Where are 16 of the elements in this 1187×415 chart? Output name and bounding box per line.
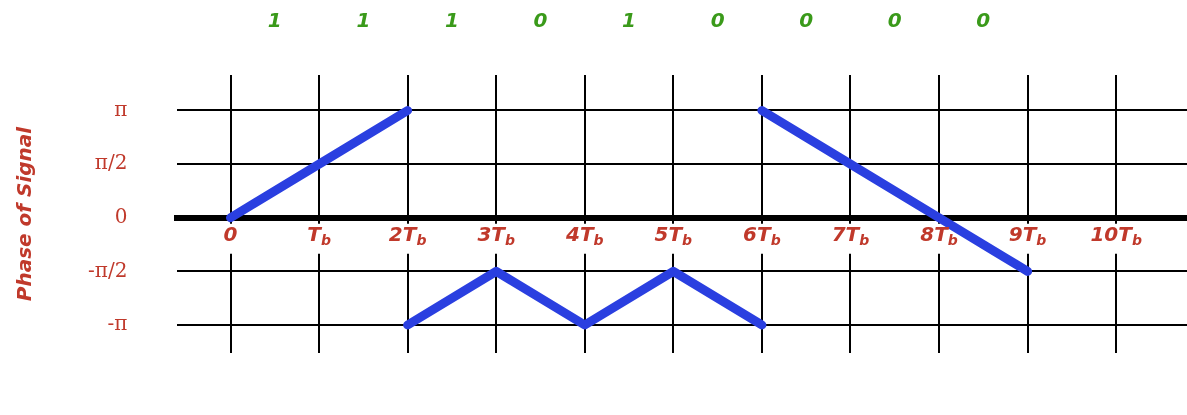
y-tick-label: 0	[114, 203, 128, 228]
y-tick-label: -π/2	[87, 257, 128, 282]
y-tick-label: π	[114, 96, 128, 121]
text: 0	[799, 8, 814, 33]
x-tick-label: 0	[223, 221, 238, 246]
text: 1	[356, 8, 371, 33]
text: 1	[622, 8, 637, 33]
text: 0	[710, 8, 725, 33]
y-axis-title: Phase of Signal	[12, 125, 37, 302]
text: 0	[533, 8, 548, 33]
text: 1	[444, 8, 459, 33]
text: 0	[887, 8, 902, 33]
text: 1	[267, 8, 282, 33]
y-tick-label: π/2	[94, 150, 128, 175]
text: 0	[976, 8, 991, 33]
y-tick-label: -π	[107, 311, 128, 336]
